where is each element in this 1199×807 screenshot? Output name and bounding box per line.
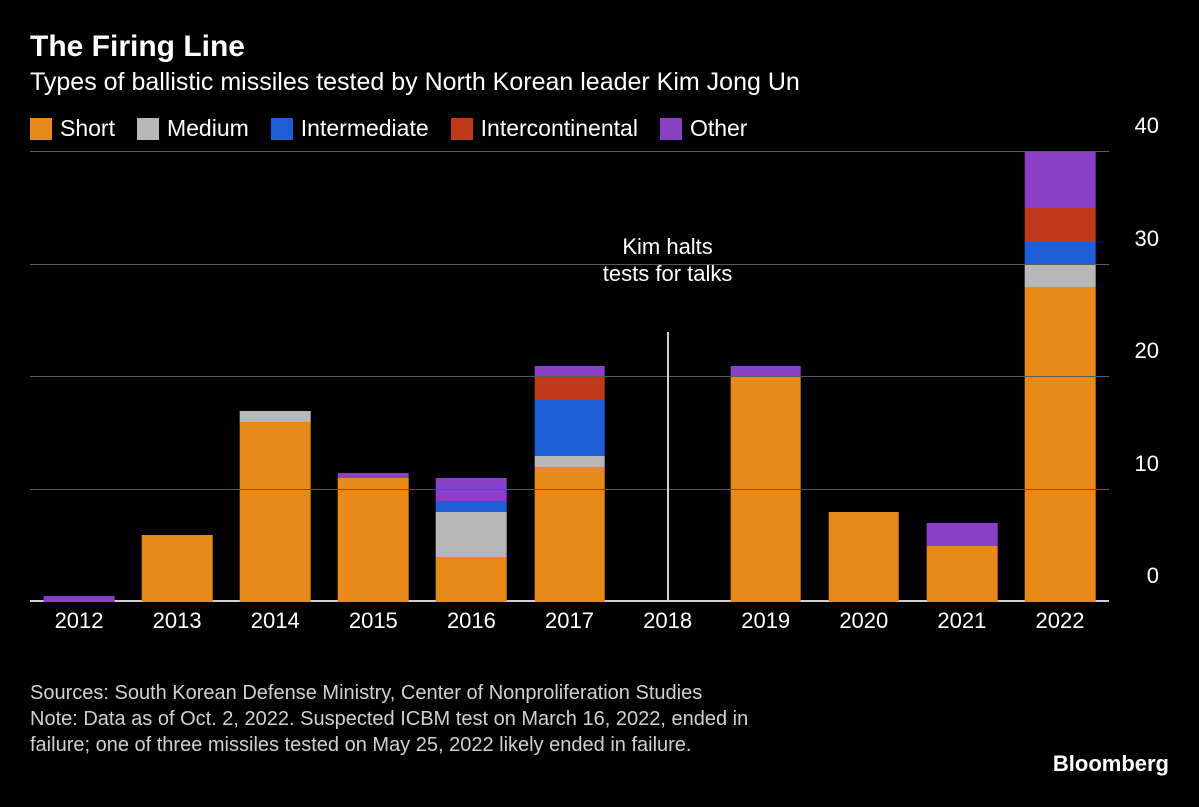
- segment-intercontinental: [1025, 208, 1096, 242]
- bar-2022: [1025, 152, 1096, 602]
- bar-slot: 2015: [324, 152, 422, 602]
- segment-intermediate: [1025, 242, 1096, 265]
- bar-slot: 2013: [128, 152, 226, 602]
- bar-2015: [338, 152, 409, 602]
- x-tick-label: 2017: [545, 608, 594, 634]
- segment-medium: [1025, 265, 1096, 288]
- x-tick-label: 2022: [1036, 608, 1085, 634]
- legend-label: Medium: [167, 115, 249, 142]
- bar-slot: 2012: [30, 152, 128, 602]
- x-tick-label: 2021: [937, 608, 986, 634]
- bar-2017: [534, 152, 605, 602]
- segment-short: [828, 512, 899, 602]
- segment-short: [436, 557, 507, 602]
- x-tick-label: 2012: [55, 608, 104, 634]
- plot-area: 2012201320142015201620172018201920202021…: [30, 152, 1109, 602]
- legend-label: Other: [690, 115, 748, 142]
- segment-intermediate: [436, 501, 507, 512]
- legend-swatch: [271, 118, 293, 140]
- segment-other: [44, 596, 115, 602]
- annotation-line1: Kim halts: [603, 234, 733, 260]
- x-tick-label: 2015: [349, 608, 398, 634]
- segment-short: [534, 467, 605, 602]
- brand-logo: Bloomberg: [1053, 751, 1169, 777]
- x-tick-label: 2014: [251, 608, 300, 634]
- bar-slot: 2022: [1011, 152, 1109, 602]
- y-tick-label: 0: [1114, 563, 1159, 589]
- x-tick-label: 2018: [643, 608, 692, 634]
- x-tick-label: 2013: [153, 608, 202, 634]
- segment-short: [730, 377, 801, 602]
- bar-slot: 2021: [913, 152, 1011, 602]
- x-tick-label: 2019: [741, 608, 790, 634]
- gridline: [30, 489, 1109, 490]
- segment-other: [1025, 152, 1096, 208]
- bar-2014: [240, 152, 311, 602]
- bar-2020: [828, 152, 899, 602]
- y-tick-label: 30: [1114, 226, 1159, 252]
- bar-2012: [44, 152, 115, 602]
- segment-short: [1025, 287, 1096, 602]
- legend-item-short: Short: [30, 115, 115, 142]
- gridline: [30, 376, 1109, 377]
- legend-item-intercontinental: Intercontinental: [451, 115, 638, 142]
- note-line-2: failure; one of three missiles tested on…: [30, 732, 930, 758]
- bar-2021: [927, 152, 998, 602]
- segment-short: [338, 478, 409, 602]
- segment-intermediate: [534, 400, 605, 456]
- annotation-label: Kim haltstests for talks: [603, 234, 733, 287]
- annotation-line: [667, 332, 669, 602]
- segment-short: [927, 546, 998, 602]
- legend-label: Intercontinental: [481, 115, 638, 142]
- bar-2013: [142, 152, 213, 602]
- bar-2016: [436, 152, 507, 602]
- note-line-1: Note: Data as of Oct. 2, 2022. Suspected…: [30, 706, 930, 732]
- y-tick-label: 40: [1114, 113, 1159, 139]
- y-tick-label: 20: [1114, 338, 1159, 364]
- segment-intercontinental: [534, 377, 605, 400]
- bars-container: 2012201320142015201620172018201920202021…: [30, 152, 1109, 602]
- segment-other: [338, 473, 409, 479]
- footnotes: Sources: South Korean Defense Ministry, …: [30, 680, 930, 758]
- bar-slot: 2020: [815, 152, 913, 602]
- legend-item-medium: Medium: [137, 115, 249, 142]
- bar-2019: [730, 152, 801, 602]
- bar-slot: 2014: [226, 152, 324, 602]
- segment-short: [142, 535, 213, 603]
- segment-medium: [436, 512, 507, 557]
- x-tick-label: 2016: [447, 608, 496, 634]
- gridline: [30, 151, 1109, 152]
- legend-swatch: [137, 118, 159, 140]
- source-line: Sources: South Korean Defense Ministry, …: [30, 680, 930, 706]
- bar-slot: 2016: [422, 152, 520, 602]
- legend-label: Intermediate: [301, 115, 429, 142]
- segment-medium: [240, 411, 311, 422]
- segment-other: [927, 523, 998, 546]
- legend-swatch: [660, 118, 682, 140]
- segment-medium: [534, 456, 605, 467]
- segment-short: [240, 422, 311, 602]
- legend-swatch: [451, 118, 473, 140]
- legend-item-intermediate: Intermediate: [271, 115, 429, 142]
- y-tick-label: 10: [1114, 451, 1159, 477]
- legend-swatch: [30, 118, 52, 140]
- x-tick-label: 2020: [839, 608, 888, 634]
- segment-other: [436, 478, 507, 501]
- legend: Short Medium Intermediate Intercontinental O…: [30, 115, 1169, 142]
- legend-item-other: Other: [660, 115, 748, 142]
- bar-slot: 2017: [520, 152, 618, 602]
- legend-label: Short: [60, 115, 115, 142]
- chart: 2012201320142015201620172018201920202021…: [30, 152, 1169, 632]
- chart-title: The Firing Line: [30, 30, 1169, 64]
- annotation-line2: tests for talks: [603, 261, 733, 287]
- gridline: [30, 264, 1109, 265]
- bar-slot: 2019: [717, 152, 815, 602]
- chart-subtitle: Types of ballistic missiles tested by No…: [30, 68, 1169, 97]
